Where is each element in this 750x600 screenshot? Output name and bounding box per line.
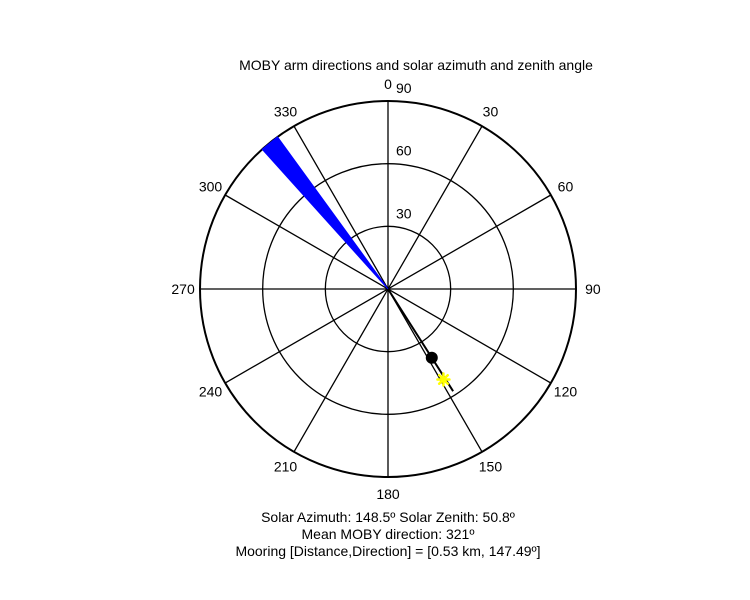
angle-tick-label: 180 bbox=[376, 486, 400, 502]
moby-arm-direction-wedge bbox=[261, 136, 389, 290]
range-ring-30 bbox=[324, 225, 452, 353]
angle-tick-label: 30 bbox=[483, 104, 499, 120]
mooring-point bbox=[425, 351, 438, 364]
angle-tick-label: 60 bbox=[558, 179, 574, 195]
range-ring-90 bbox=[199, 100, 577, 478]
angle-tick-label: 120 bbox=[554, 383, 578, 399]
solar-angles-text: Solar Azimuth: 148.5º Solar Zenith: 50.8… bbox=[261, 509, 515, 525]
angle-tick-label: 270 bbox=[171, 281, 195, 297]
angle-tick-label: 240 bbox=[199, 383, 223, 399]
angle-tick-label: 300 bbox=[199, 179, 223, 195]
angle-tick-label: 0 bbox=[384, 76, 392, 92]
angle-tick-label: 150 bbox=[479, 458, 503, 474]
angle-tick-label: 210 bbox=[274, 458, 298, 474]
mooring-info-text: Mooring [Distance,Direction] = [0.53 km,… bbox=[235, 543, 540, 559]
radial-tick-label: 60 bbox=[396, 143, 412, 159]
radial-tick-label: 30 bbox=[396, 205, 412, 221]
radial-tick-label: 90 bbox=[396, 80, 412, 96]
chart-title: MOBY arm directions and solar azimuth an… bbox=[239, 57, 593, 73]
data-layer bbox=[261, 136, 454, 392]
range-ring-60 bbox=[262, 163, 514, 415]
angle-tick-label: 330 bbox=[274, 104, 298, 120]
mean-moby-direction-text: Mean MOBY direction: 321º bbox=[302, 526, 475, 542]
angle-tick-label: 90 bbox=[585, 281, 601, 297]
sun-position-marker bbox=[436, 372, 451, 387]
tick-labels: 0 30 60 90 120 150 180 210 240 270 300 330 30 60 90 bbox=[171, 76, 601, 502]
